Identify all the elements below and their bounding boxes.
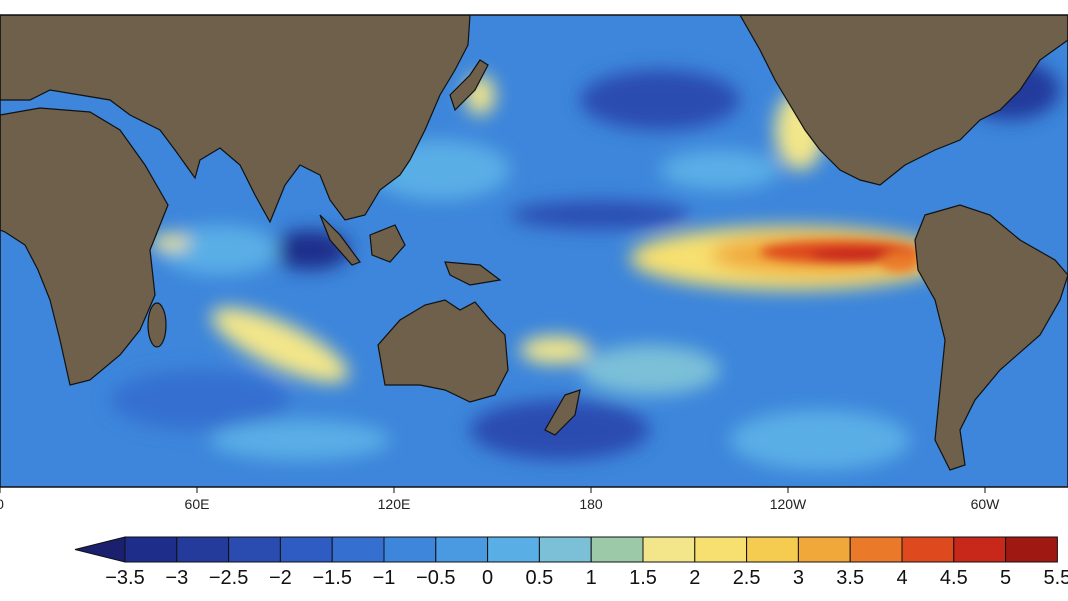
x-tick-label: 0 xyxy=(0,496,4,512)
colorbar-box xyxy=(642,536,696,563)
south-america xyxy=(914,204,1068,471)
colorbar-box xyxy=(331,536,385,563)
colorbar-box xyxy=(953,536,1007,563)
colorbar-box xyxy=(901,536,955,563)
colorbar-label: −0.5 xyxy=(416,567,455,589)
australia xyxy=(377,299,509,403)
colorbar-label: −3.5 xyxy=(105,567,144,589)
x-tick-label: 60E xyxy=(185,496,210,512)
map-panel xyxy=(0,15,1068,487)
colorbar-box xyxy=(746,536,799,563)
x-tick-label: 60W xyxy=(971,496,1001,512)
x-tick-label: 120W xyxy=(770,496,807,512)
colorbar-box xyxy=(435,536,489,563)
colorbar-box xyxy=(797,536,851,563)
sumatra xyxy=(319,214,361,266)
continents xyxy=(0,15,1068,471)
madagascar xyxy=(147,302,167,348)
colorbar-box xyxy=(538,536,592,563)
new-guinea xyxy=(444,261,502,286)
anomaly-core xyxy=(760,241,920,272)
colorbar-box xyxy=(124,536,178,563)
new-zealand xyxy=(544,389,581,436)
colorbar-box xyxy=(849,536,903,563)
colorbar-label: −2 xyxy=(269,567,292,589)
colorbar-label: 1.5 xyxy=(629,567,657,589)
colorbar-label: 2.5 xyxy=(733,567,761,589)
colorbar-label: 0 xyxy=(482,567,493,589)
x-axis: 0 60E 120E 180 120W 60W xyxy=(0,487,1000,512)
colorbar-label: 5 xyxy=(1000,567,1011,589)
eurasia xyxy=(0,15,471,224)
colorbar-box xyxy=(1005,536,1058,563)
colorbar-box xyxy=(228,536,281,563)
colorbar-label: −1.5 xyxy=(312,567,351,589)
colorbar-label: −1 xyxy=(373,567,396,589)
colorbar-label: 4 xyxy=(896,567,907,589)
colorbar-box xyxy=(176,536,230,563)
colorbar-box xyxy=(487,536,540,563)
x-tick-label: 180 xyxy=(579,496,603,512)
colorbar-label: 0.5 xyxy=(525,567,553,589)
colorbar-box xyxy=(383,536,437,563)
borneo xyxy=(369,224,406,263)
colorbar-extension xyxy=(74,536,126,563)
africa xyxy=(0,107,169,386)
colorbar: −3.5 −3 −2.5 −2 −1.5 −1 −0.5 0 0.5 1 1.5 2 2.5 3 3.5 4 4… xyxy=(74,536,1068,589)
colorbar-box xyxy=(279,536,333,563)
colorbar-label: 4.5 xyxy=(940,567,968,589)
colorbar-label: 5.5 xyxy=(1043,567,1068,589)
colorbar-label: −3 xyxy=(165,567,188,589)
map-frame xyxy=(0,14,1068,488)
colorbar-label: 1 xyxy=(586,567,597,589)
japan xyxy=(449,59,489,112)
colorbar-label: 3 xyxy=(793,567,804,589)
colorbar-label: −2.5 xyxy=(209,567,248,589)
colorbar-box xyxy=(590,536,644,563)
colorbar-box xyxy=(694,536,748,563)
north-america xyxy=(739,15,1068,186)
colorbar-label: 3.5 xyxy=(836,567,864,589)
x-tick-label: 120E xyxy=(378,496,411,512)
colorbar-label: 2 xyxy=(689,567,700,589)
